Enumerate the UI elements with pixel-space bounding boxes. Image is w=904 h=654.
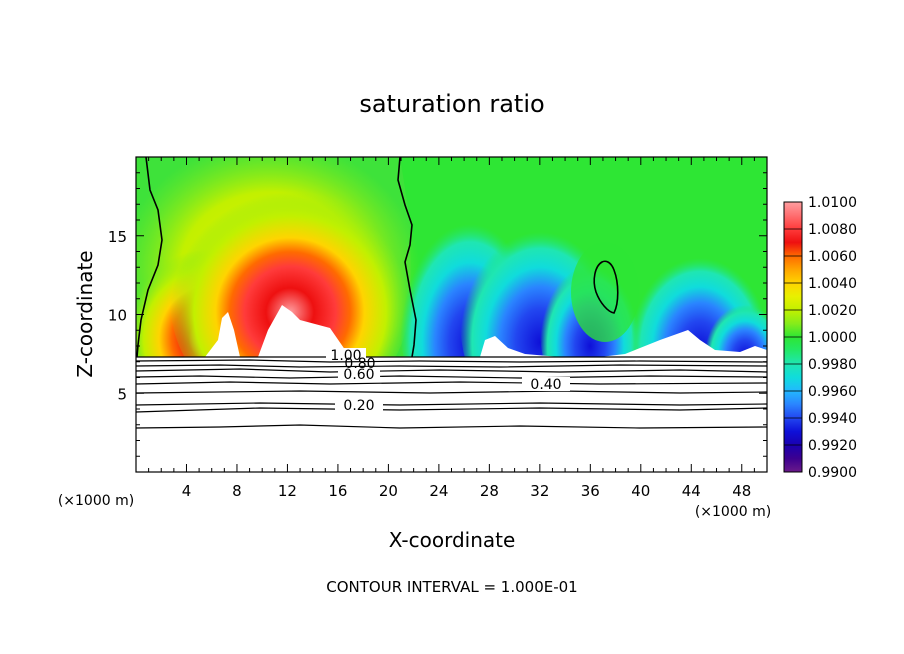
x-axis-label: X-coordinate bbox=[389, 528, 516, 552]
x-tick-label: 20 bbox=[379, 482, 398, 500]
colorbar-tick-label: 0.9980 bbox=[808, 357, 857, 373]
colorbar-tick-label: 0.9900 bbox=[808, 465, 857, 481]
colorbar-tick-label: 1.0020 bbox=[808, 303, 857, 319]
contour-line-0-50 bbox=[136, 381, 767, 385]
colorbar-tick-label: 1.0100 bbox=[808, 195, 857, 211]
contour-line-0-30 bbox=[136, 402, 767, 406]
green-island bbox=[571, 242, 639, 342]
contour-line-1-00-upper-left bbox=[136, 157, 163, 358]
x-tick-label: 28 bbox=[480, 482, 499, 500]
colorbar-tick-label: 1.0000 bbox=[808, 330, 857, 346]
contour-line-0-40 bbox=[136, 390, 767, 394]
x-tick-label: 4 bbox=[182, 482, 192, 500]
contour-label-bg-1-00 bbox=[326, 348, 366, 360]
contour-line-0-80 bbox=[136, 364, 767, 368]
contour-line-0-10 bbox=[136, 424, 767, 429]
contour-label-0-40: 0.40 bbox=[530, 377, 561, 393]
chart-title: saturation ratio bbox=[359, 90, 544, 118]
contour-label-bg-0-40 bbox=[522, 377, 570, 391]
contour-label-bg-0-60 bbox=[338, 368, 380, 380]
colorbar-tick-label: 0.9960 bbox=[808, 384, 857, 400]
contour-line-1-00-upper-mid bbox=[397, 157, 417, 358]
contour-label-1-00: 1.00 bbox=[330, 348, 361, 364]
white-cutout bbox=[136, 305, 767, 472]
y-axis-label: Z-coordinate bbox=[73, 250, 97, 377]
colorbar-tick-label: 1.0080 bbox=[808, 222, 857, 238]
contour-line-0-70 bbox=[136, 368, 767, 373]
y-tick-label: 15 bbox=[108, 228, 127, 246]
contour-line-0-60 bbox=[136, 375, 767, 379]
y-tick-label: 10 bbox=[108, 307, 127, 325]
x-tick-label: 12 bbox=[278, 482, 297, 500]
contour-line-0-20 bbox=[136, 407, 767, 413]
x-tick-label: 36 bbox=[581, 482, 600, 500]
contour-line-0-90 bbox=[136, 359, 767, 363]
colorbar-tick-label: 0.9920 bbox=[808, 438, 857, 454]
x-unit-left: (×1000 m) bbox=[58, 493, 134, 509]
x-tick-label: 16 bbox=[328, 482, 347, 500]
contour-labels: 1.00 0.80 0.60 0.40 0.20 bbox=[326, 348, 570, 414]
x-tick-label: 48 bbox=[732, 482, 751, 500]
colorbar-tick-label: 1.0040 bbox=[808, 276, 857, 292]
contour-label-0-20: 0.20 bbox=[343, 398, 374, 414]
colorbar-tick-label: 1.0060 bbox=[808, 249, 857, 265]
subsaturated-contours bbox=[136, 356, 767, 429]
y-axis-ticks: 5 10 15 bbox=[108, 172, 767, 457]
x-tick-label: 44 bbox=[682, 482, 701, 500]
x-tick-label: 40 bbox=[631, 482, 650, 500]
colorbar-ticks: 1.0100 1.0080 1.0060 1.0040 1.0020 1.0000 0.99… bbox=[784, 195, 857, 481]
colorbar-tick-label: 0.9940 bbox=[808, 411, 857, 427]
contour-line-1-00-closed bbox=[593, 260, 619, 314]
x-unit-right: (×1000 m) bbox=[695, 504, 771, 520]
colorbar: 1.0100 1.0080 1.0060 1.0040 1.0020 1.0000 0.99… bbox=[783, 195, 857, 481]
x-tick-label: 8 bbox=[232, 482, 242, 500]
x-tick-label: 24 bbox=[429, 482, 448, 500]
contour-field: 1.00 0.80 0.60 0.40 0.20 bbox=[136, 157, 767, 472]
x-axis-ticks: 4 8 12 16 20 24 28 32 36 40 44 48 bbox=[148, 157, 755, 500]
contour-label-bg-0-20 bbox=[335, 398, 383, 412]
contour-label-0-60: 0.60 bbox=[343, 367, 374, 383]
y-tick-label: 5 bbox=[117, 385, 127, 403]
contour-interval-note: CONTOUR INTERVAL = 1.000E-01 bbox=[326, 578, 577, 596]
x-tick-label: 32 bbox=[530, 482, 549, 500]
